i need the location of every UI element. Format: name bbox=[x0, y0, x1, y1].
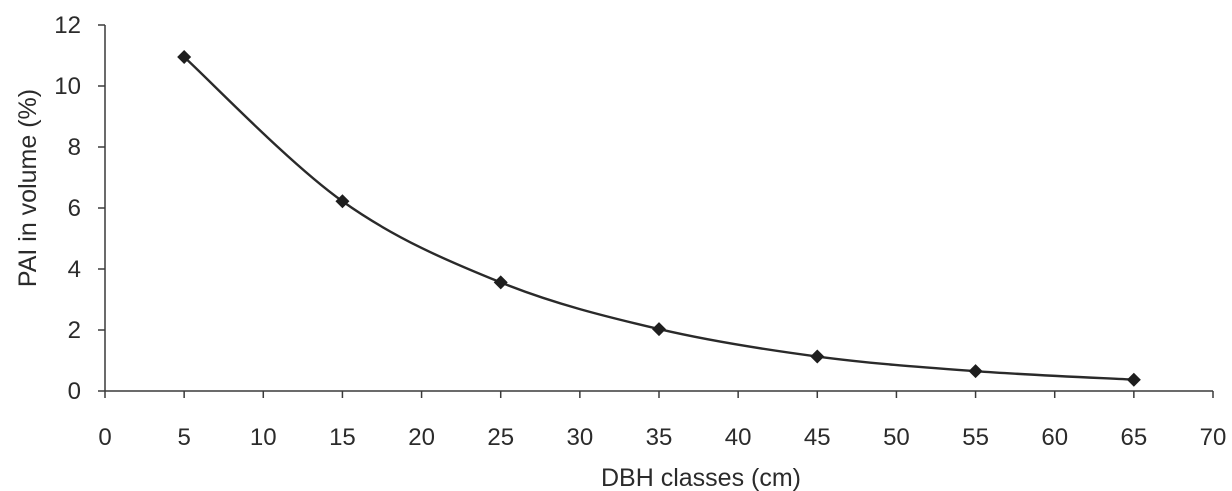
x-tick-label: 25 bbox=[487, 424, 514, 451]
x-tick-label: 55 bbox=[962, 424, 989, 451]
x-tick-label: 10 bbox=[250, 424, 277, 451]
data-point-marker bbox=[177, 50, 192, 65]
x-tick-label: 50 bbox=[883, 424, 910, 451]
y-tick-label: 12 bbox=[54, 12, 81, 39]
axes bbox=[104, 25, 1213, 392]
data-point-marker bbox=[652, 322, 666, 337]
x-ticks: 0 5 10 15 20 25 30 35 40 45 50 55 60 65 70 bbox=[98, 391, 1226, 451]
x-tick-label: 70 bbox=[1200, 424, 1227, 451]
data-point-marker bbox=[810, 349, 825, 364]
data-point-marker bbox=[968, 364, 983, 379]
y-tick-label: 10 bbox=[54, 73, 81, 100]
x-tick-label: 20 bbox=[408, 424, 435, 451]
x-tick-label: 15 bbox=[329, 424, 356, 451]
y-ticks: 0 2 4 6 8 10 12 bbox=[54, 12, 105, 405]
data-point-marker bbox=[335, 194, 350, 209]
x-tick-label: 0 bbox=[98, 424, 111, 451]
x-axis-title: DBH classes (cm) bbox=[601, 464, 801, 491]
data-markers bbox=[177, 50, 1141, 387]
x-tick-label: 5 bbox=[177, 424, 190, 451]
x-tick-label: 30 bbox=[567, 424, 594, 451]
y-tick-label: 0 bbox=[68, 378, 81, 405]
data-point-marker bbox=[493, 275, 508, 290]
y-axis-title: PAI in volume (%) bbox=[14, 89, 42, 287]
y-tick-label: 8 bbox=[68, 134, 81, 161]
x-tick-label: 45 bbox=[804, 424, 831, 451]
y-tick-label: 6 bbox=[68, 195, 81, 222]
x-tick-label: 40 bbox=[725, 424, 752, 451]
x-tick-label: 35 bbox=[646, 424, 673, 451]
x-tick-label: 60 bbox=[1041, 424, 1068, 451]
y-tick-label: 2 bbox=[68, 317, 81, 344]
x-tick-label: 65 bbox=[1121, 424, 1148, 451]
y-tick-label: 4 bbox=[68, 256, 81, 283]
data-point-marker bbox=[1126, 372, 1141, 387]
